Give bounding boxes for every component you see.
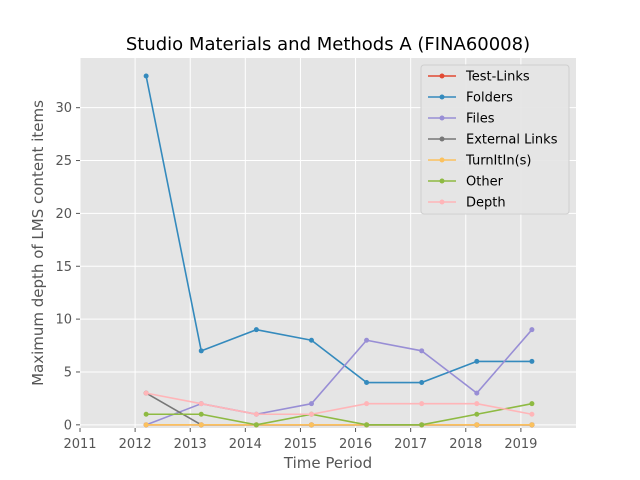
data-point-depth <box>529 411 535 417</box>
series-depth <box>143 390 535 417</box>
legend-item-folders: Folders <box>428 91 513 106</box>
series-folders <box>143 73 535 386</box>
data-point-files <box>419 348 425 354</box>
x-tick-label: 2016 <box>339 437 372 452</box>
series-group <box>143 73 535 428</box>
data-point-files <box>474 390 480 396</box>
data-point-other <box>419 422 425 428</box>
legend-label: Test-Links <box>465 70 530 85</box>
legend-item-depth: Depth <box>428 196 506 211</box>
data-point-folders <box>143 73 149 79</box>
x-tick-label: 2013 <box>174 437 207 452</box>
series-other <box>143 401 535 428</box>
data-point-other <box>253 422 259 428</box>
legend-item-test-links: Test-Links <box>428 70 530 85</box>
legend-marker <box>439 199 445 205</box>
x-tick-label: 2011 <box>63 437 96 452</box>
x-tick-label: 2019 <box>504 437 537 452</box>
data-point-depth <box>143 390 149 396</box>
data-point-folders <box>529 358 535 364</box>
data-point-depth <box>253 411 259 417</box>
legend-marker <box>439 178 445 184</box>
data-point-folders <box>253 327 259 333</box>
data-point-other <box>364 422 370 428</box>
y-tick-label: 25 <box>55 154 72 169</box>
data-point-depth <box>474 401 480 407</box>
data-point-other <box>143 411 149 417</box>
data-point-turnitin-s <box>474 422 480 428</box>
legend-marker <box>439 115 445 121</box>
x-tick-label: 2014 <box>229 437 262 452</box>
chart-title: Studio Materials and Methods A (FINA6000… <box>126 34 530 55</box>
legend-label: TurnItIn(s) <box>465 154 531 169</box>
y-tick-label: 5 <box>64 365 72 380</box>
legend-label: Depth <box>466 196 506 211</box>
y-tick-label: 0 <box>64 418 72 433</box>
data-point-folders <box>308 337 314 343</box>
x-tick-label: 2012 <box>119 437 152 452</box>
data-point-other <box>529 401 535 407</box>
legend-item-files: Files <box>428 112 495 127</box>
legend: Test-Links Folders Files External Links Turn… <box>420 64 570 215</box>
data-point-files <box>529 327 535 333</box>
data-point-other <box>198 411 204 417</box>
data-point-depth <box>308 411 314 417</box>
data-point-depth <box>419 401 425 407</box>
legend-label: Folders <box>466 91 513 106</box>
y-tick-label: 10 <box>55 313 72 328</box>
x-tick-label: 2015 <box>284 437 317 452</box>
legend-item-other: Other <box>428 175 504 190</box>
y-tick-label: 20 <box>55 207 72 222</box>
x-tick-label: 2018 <box>449 437 482 452</box>
y-tick-label: 15 <box>55 260 72 275</box>
data-point-folders <box>198 348 204 354</box>
y-axis: 0 5 10 15 20 25 30 <box>55 101 80 433</box>
data-point-folders <box>419 380 425 386</box>
legend-marker <box>439 73 445 79</box>
y-tick-label: 30 <box>55 101 72 116</box>
data-point-other <box>474 411 480 417</box>
legend-label: Files <box>466 112 495 127</box>
data-point-depth <box>198 401 204 407</box>
legend-label: External Links <box>466 133 558 148</box>
data-point-turnitin-s <box>308 422 314 428</box>
data-point-folders <box>474 358 480 364</box>
series-line-other <box>146 402 533 426</box>
legend-label: Other <box>466 175 504 190</box>
y-axis-label: Maximum depth of LMS content items <box>29 100 47 386</box>
series-line-folders <box>145 75 532 384</box>
data-point-turnitin-s <box>529 422 535 428</box>
legend-marker <box>439 136 445 142</box>
legend-marker <box>439 157 445 163</box>
data-point-turnitin-s <box>198 422 204 428</box>
legend-item-turnitin-s: TurnItIn(s) <box>428 154 531 169</box>
series-line-depth <box>145 392 533 416</box>
x-axis-label: Time Period <box>283 454 372 472</box>
legend-marker <box>439 94 445 100</box>
data-point-folders <box>364 380 370 386</box>
x-axis: 2011 2012 2013 2014 2015 2016 2017 2018 2019 <box>63 428 537 452</box>
data-point-turnitin-s <box>143 422 149 428</box>
legend-item-external-links: External Links <box>428 133 558 148</box>
x-tick-label: 2017 <box>394 437 427 452</box>
data-point-files <box>308 401 314 407</box>
data-point-depth <box>364 401 370 407</box>
legend-box <box>420 64 570 215</box>
data-point-files <box>364 337 370 343</box>
